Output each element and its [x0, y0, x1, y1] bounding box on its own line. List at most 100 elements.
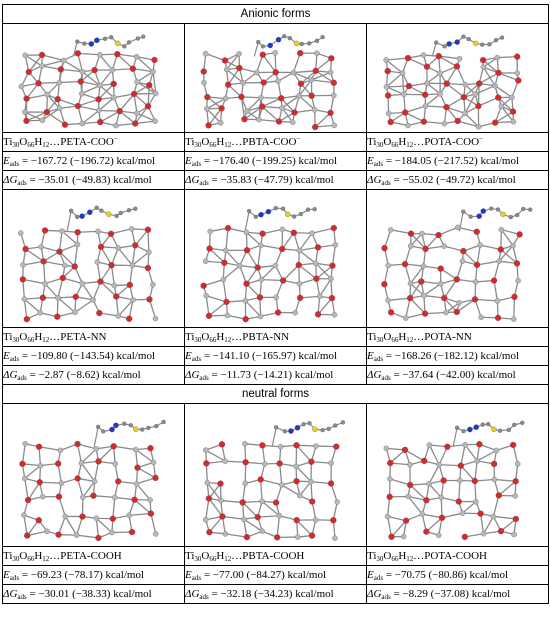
- atom: [301, 422, 306, 427]
- atom: [297, 492, 303, 499]
- atom: [19, 276, 26, 283]
- atom: [308, 77, 315, 83]
- subscript-ads: ads: [9, 159, 20, 168]
- atom: [259, 51, 266, 58]
- atom: [74, 440, 81, 448]
- atom: [147, 510, 155, 517]
- atom: [71, 263, 78, 270]
- atom: [387, 118, 394, 126]
- atom: [514, 461, 521, 467]
- atom: [242, 480, 248, 487]
- atom: [399, 70, 406, 76]
- symbol-dg: ΔG: [3, 587, 18, 600]
- atom: [475, 124, 482, 130]
- atom: [79, 213, 85, 219]
- free-energy-value: −2.87 (−8.62): [38, 368, 100, 381]
- energy-value: −70.75 (−80.86): [394, 568, 467, 581]
- unit: kcal/mol: [477, 173, 516, 186]
- atom: [293, 442, 300, 449]
- atom: [512, 478, 519, 485]
- atom: [107, 230, 115, 237]
- unit: kcal/mol: [102, 368, 141, 381]
- atom: [459, 510, 466, 516]
- atom: [93, 515, 100, 521]
- atom: [441, 120, 448, 127]
- atom: [277, 444, 284, 450]
- atom: [387, 476, 393, 482]
- atom: [320, 34, 325, 40]
- atom: [455, 498, 462, 505]
- atom: [131, 496, 138, 503]
- subscript-ads: ads: [381, 592, 391, 601]
- atom: [400, 533, 407, 540]
- atom: [244, 108, 250, 114]
- unit: kcal/mol: [116, 154, 156, 167]
- atom: [478, 314, 484, 321]
- atom: [441, 294, 448, 302]
- superscript: −: [113, 135, 118, 143]
- adsorption-free-energy: ΔGads = −8.29 (−37.08) kcal/mol: [365, 584, 550, 604]
- unit: kcal/mol: [105, 568, 145, 581]
- atom: [109, 35, 114, 40]
- atom: [153, 90, 159, 97]
- atom: [128, 423, 133, 428]
- atom: [456, 55, 463, 62]
- atom: [313, 275, 320, 282]
- subscript: 30: [376, 336, 384, 344]
- atom: [495, 69, 502, 77]
- atom: [462, 110, 468, 117]
- molecule-structure-image: [381, 206, 533, 322]
- atom: [236, 64, 243, 72]
- atom: [473, 424, 479, 430]
- atom: [443, 80, 450, 87]
- atom: [497, 246, 504, 253]
- element-ti: Ti: [185, 550, 195, 562]
- atom: [387, 309, 395, 316]
- atom: [426, 442, 433, 448]
- atom: [290, 119, 296, 125]
- atom: [146, 425, 151, 431]
- subscript: 30: [194, 141, 202, 149]
- free-energy-value: −37.64 (−42.00): [402, 368, 475, 381]
- unit: kcal/mol: [116, 349, 156, 362]
- atom: [115, 245, 122, 251]
- atom: [384, 67, 391, 75]
- atom: [314, 50, 320, 56]
- subscript: 12: [224, 555, 232, 563]
- atom: [38, 244, 44, 250]
- atom: [140, 427, 145, 432]
- atom: [36, 479, 43, 486]
- atom: [200, 282, 207, 289]
- atom: [126, 315, 133, 322]
- adsorption-energy: Eads = −70.75 (−80.86) kcal/mol: [365, 565, 550, 585]
- atom: [297, 80, 305, 87]
- adsorption-free-energy: ΔGads = −35.01 (−49.83) kcal/mol: [2, 170, 185, 190]
- atom: [510, 242, 516, 249]
- atom: [471, 477, 478, 485]
- unit: kcal/mol: [469, 568, 509, 581]
- element-h: H: [216, 331, 225, 343]
- atom: [327, 109, 334, 117]
- atom: [69, 208, 74, 213]
- atom: [122, 421, 127, 426]
- atom: [473, 40, 479, 47]
- atoms: [383, 420, 525, 540]
- atom: [493, 38, 499, 43]
- atom: [44, 91, 51, 98]
- atom: [128, 528, 136, 536]
- atom: [17, 230, 24, 236]
- equals: =: [26, 587, 39, 600]
- atom: [403, 315, 409, 321]
- atom: [330, 79, 337, 86]
- element-h: H: [398, 550, 407, 562]
- subscript-ads: ads: [9, 354, 20, 363]
- atom: [59, 274, 66, 282]
- atom: [296, 247, 302, 254]
- atom: [258, 211, 264, 218]
- atom: [490, 460, 498, 467]
- atom: [497, 428, 503, 433]
- element-h: H: [398, 331, 407, 343]
- atom: [320, 428, 325, 433]
- atom: [254, 69, 260, 76]
- molecule-structure-image: [383, 420, 525, 540]
